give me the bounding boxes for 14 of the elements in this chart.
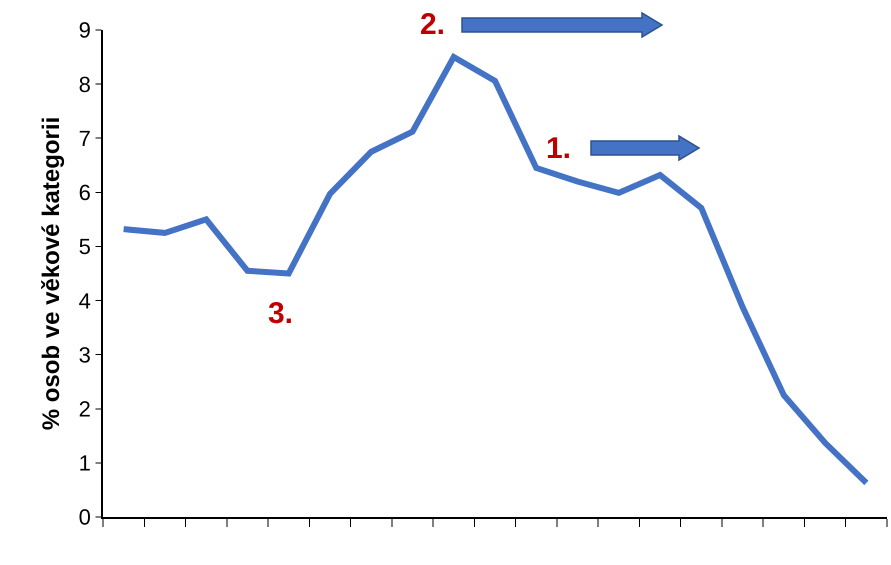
y-tick-label: 0	[78, 504, 91, 530]
y-tick-label: 3	[78, 342, 91, 368]
y-tick-label: 4	[78, 288, 91, 314]
y-tick-label: 5	[78, 234, 91, 260]
annotation: 1.	[546, 132, 572, 165]
annotation: 3.	[268, 297, 294, 330]
y-tick-label: 7	[78, 126, 91, 151]
y-tick-label: 6	[78, 180, 91, 206]
y-tick-label: 1	[78, 450, 91, 476]
y-tick-label: 9	[78, 18, 91, 43]
y-axis-title: % osob ve věkové kategorii	[38, 116, 66, 430]
annotation: 2.	[420, 8, 446, 41]
y-tick-label: 2	[78, 396, 91, 422]
y-tick-label: 8	[78, 72, 91, 97]
